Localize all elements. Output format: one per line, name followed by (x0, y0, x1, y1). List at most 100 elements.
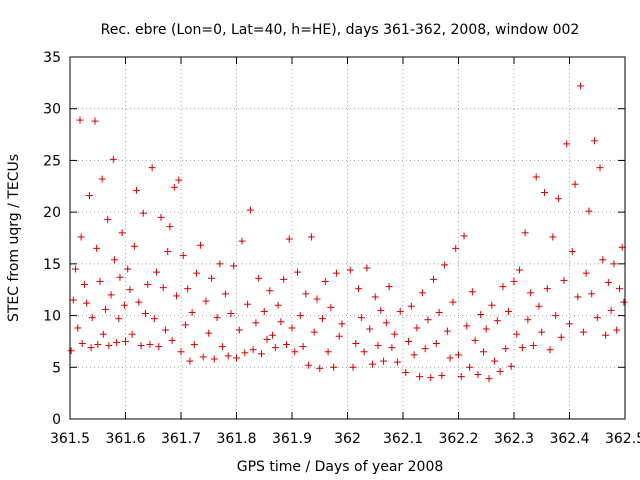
data-point (579, 328, 587, 336)
data-point (374, 342, 382, 350)
data-point (238, 237, 246, 245)
data-point (307, 233, 315, 241)
data-point (271, 344, 279, 352)
data-point (413, 324, 421, 332)
data-point (116, 273, 124, 281)
data-point (615, 285, 623, 293)
data-point (177, 348, 185, 356)
data-point (161, 326, 169, 334)
data-point (173, 292, 181, 300)
x-tick-label: 362 (334, 431, 361, 447)
data-point (504, 307, 512, 315)
data-point (388, 344, 396, 352)
data-point (190, 341, 198, 349)
data-point (538, 328, 546, 336)
y-tick-label: 10 (43, 309, 61, 325)
data-point (613, 326, 621, 334)
data-point (502, 345, 510, 353)
data-point (438, 372, 446, 380)
data-point (133, 186, 141, 194)
data-point (424, 316, 432, 324)
data-point (94, 341, 102, 349)
y-tick-label: 25 (43, 153, 61, 169)
data-point (310, 328, 318, 336)
data-point (385, 283, 393, 291)
data-point (115, 315, 123, 323)
data-point (557, 333, 565, 341)
data-point (543, 285, 551, 293)
data-point (435, 308, 443, 316)
data-point (164, 247, 172, 255)
data-point (535, 302, 543, 310)
data-point (146, 341, 154, 349)
data-point (380, 357, 388, 365)
data-point (366, 325, 374, 333)
data-point (418, 289, 426, 297)
data-point (541, 188, 549, 196)
data-point (610, 260, 618, 268)
data-point (391, 330, 399, 338)
data-point (184, 285, 192, 293)
data-point (76, 116, 84, 124)
y-tick-label: 20 (43, 205, 61, 221)
data-point (141, 310, 149, 318)
data-point (186, 357, 194, 365)
data-point (102, 305, 110, 313)
data-point (338, 320, 346, 328)
data-point (255, 274, 263, 282)
data-point (316, 364, 324, 372)
data-point (78, 339, 86, 347)
data-point (249, 346, 257, 354)
data-point (85, 192, 93, 200)
data-point (67, 347, 75, 355)
data-point (549, 233, 557, 241)
data-point (166, 223, 174, 231)
data-point (421, 345, 429, 353)
data-point (313, 295, 321, 303)
data-point (554, 195, 562, 203)
data-point (620, 298, 628, 306)
data-point (552, 312, 560, 320)
data-point (74, 324, 82, 332)
data-point (393, 358, 401, 366)
plot-frame (69, 56, 626, 420)
data-point (335, 332, 343, 340)
data-point (449, 298, 457, 306)
data-point (124, 265, 132, 273)
data-point (452, 244, 460, 252)
data-point (120, 301, 128, 309)
data-point (257, 350, 265, 358)
data-point (168, 336, 176, 344)
data-point (485, 375, 493, 383)
data-point (291, 348, 299, 356)
data-point (241, 349, 249, 357)
data-point (510, 277, 518, 285)
data-point (296, 312, 304, 320)
data-point (416, 373, 424, 381)
data-point (330, 363, 338, 371)
grid-lines (70, 57, 625, 419)
data-point (430, 275, 438, 283)
data-point (477, 311, 485, 319)
data-point (355, 285, 363, 293)
tick-labels: 361.5 361.6 361.7 361.8 361.9 362 362.1 362.2 36… (43, 50, 640, 447)
data-point (466, 363, 474, 371)
x-axis-label: GPS time / Days of year 2008 (237, 459, 444, 475)
data-point (87, 344, 95, 352)
y-tick-label: 35 (43, 50, 61, 66)
data-point (93, 244, 101, 252)
data-point (96, 277, 104, 285)
data-point (324, 348, 332, 356)
data-point (546, 346, 554, 354)
data-point (98, 175, 106, 183)
data-point (69, 296, 77, 304)
data-point (474, 371, 482, 379)
data-point (443, 327, 451, 335)
data-points (67, 82, 628, 383)
data-point (179, 252, 187, 260)
data-point (332, 269, 340, 277)
data-point (607, 306, 615, 314)
data-point (488, 301, 496, 309)
data-point (441, 261, 449, 269)
data-point (118, 229, 126, 237)
